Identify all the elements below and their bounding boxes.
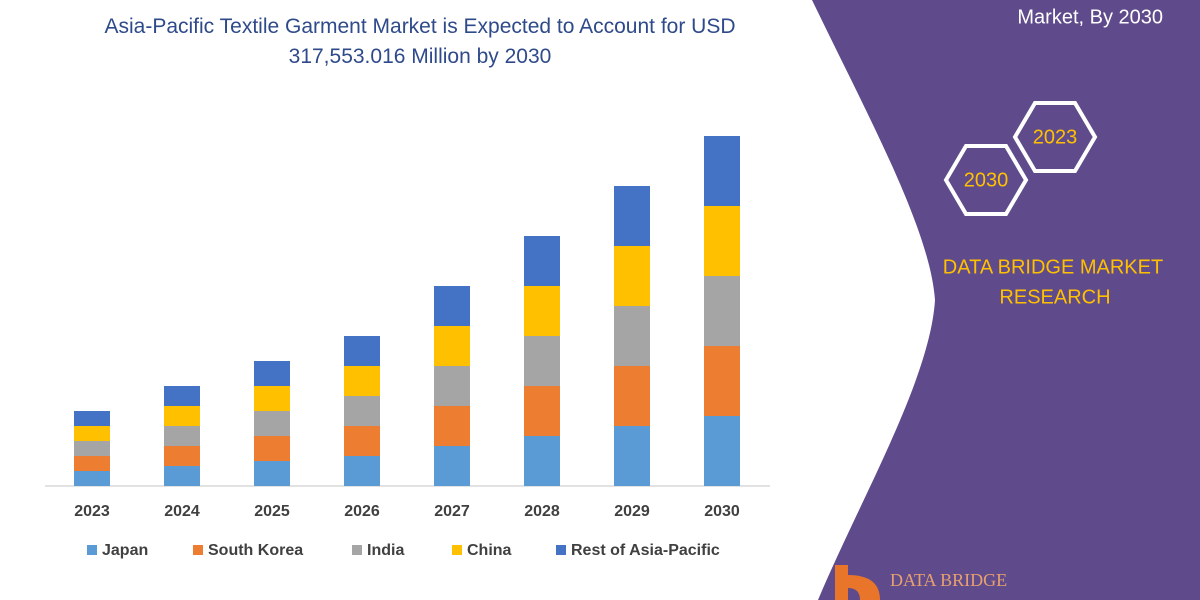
- x-tick-label: 2026: [344, 503, 380, 520]
- bar-segment: [434, 406, 470, 446]
- x-tick-label: 2029: [614, 503, 650, 520]
- x-tick-label: 2024: [164, 503, 200, 520]
- bar-segment: [74, 456, 110, 471]
- bar-segment: [344, 396, 380, 426]
- bar-segment: [704, 416, 740, 486]
- bar-segment: [74, 471, 110, 486]
- x-tick-label: 2023: [74, 503, 110, 520]
- x-tick-label: 2025: [254, 503, 290, 520]
- bar-segment: [704, 346, 740, 416]
- bar-segment: [524, 436, 560, 486]
- bar-segment: [704, 136, 740, 206]
- bar-segment: [704, 206, 740, 276]
- bar-segment: [164, 466, 200, 486]
- x-tick-label: 2028: [524, 503, 560, 520]
- chart-title: Asia-Pacific Textile Garment Market is E…: [104, 15, 736, 68]
- bar-segment: [254, 461, 290, 486]
- brand-line: DATA BRIDGE MARKET: [943, 256, 1163, 278]
- bar-segment: [254, 411, 290, 436]
- x-tick-label: 2027: [434, 503, 470, 520]
- bar-segment: [344, 426, 380, 456]
- legend-swatch: [352, 545, 362, 555]
- logo-text: DATA BRIDGE: [890, 570, 1007, 590]
- bar-segment: [164, 426, 200, 446]
- bar-segment: [74, 426, 110, 441]
- x-tick-label: 2030: [704, 503, 740, 520]
- bar-segment: [434, 326, 470, 366]
- legend-swatch: [452, 545, 462, 555]
- legend-swatch: [556, 545, 566, 555]
- bar-segment: [74, 441, 110, 456]
- bar-segment: [164, 386, 200, 406]
- legend-label: India: [367, 542, 404, 559]
- legend-swatch: [87, 545, 97, 555]
- panel-caption: Market, By 2030: [1017, 6, 1163, 28]
- legend-label: South Korea: [208, 542, 303, 559]
- side-panel: [812, 0, 1200, 600]
- bar-segment: [614, 366, 650, 426]
- bar-segment: [74, 411, 110, 426]
- bar-segment: [524, 236, 560, 286]
- bar-segment: [614, 426, 650, 486]
- badge: 2023: [1033, 126, 1078, 148]
- bar-segment: [704, 276, 740, 346]
- bar-segment: [254, 436, 290, 461]
- bar-segment: [614, 306, 650, 366]
- brand-line: RESEARCH: [999, 286, 1110, 308]
- legend-label: China: [467, 542, 512, 559]
- bar-segment: [254, 361, 290, 386]
- badge-hexagon: [943, 144, 1029, 216]
- bar-segment: [524, 286, 560, 336]
- legend-label: Rest of Asia-Pacific: [571, 542, 720, 559]
- badge: 2030: [964, 169, 1009, 191]
- bar-segment: [524, 336, 560, 386]
- bar-segment: [434, 446, 470, 486]
- bar-segment: [434, 366, 470, 406]
- legend-label: Japan: [102, 542, 148, 559]
- badge-hexagon: [1012, 101, 1098, 173]
- bar-segment: [344, 456, 380, 486]
- bar-segment: [614, 186, 650, 246]
- logo-icon: [835, 565, 880, 600]
- legend-swatch: [193, 545, 203, 555]
- bar-segment: [254, 386, 290, 411]
- bar-segment: [164, 406, 200, 426]
- bar-segment: [344, 336, 380, 366]
- bar-segment: [344, 366, 380, 396]
- bar-segment: [434, 286, 470, 326]
- bar-segment: [614, 246, 650, 306]
- bar-segment: [164, 446, 200, 466]
- bar-segment: [524, 386, 560, 436]
